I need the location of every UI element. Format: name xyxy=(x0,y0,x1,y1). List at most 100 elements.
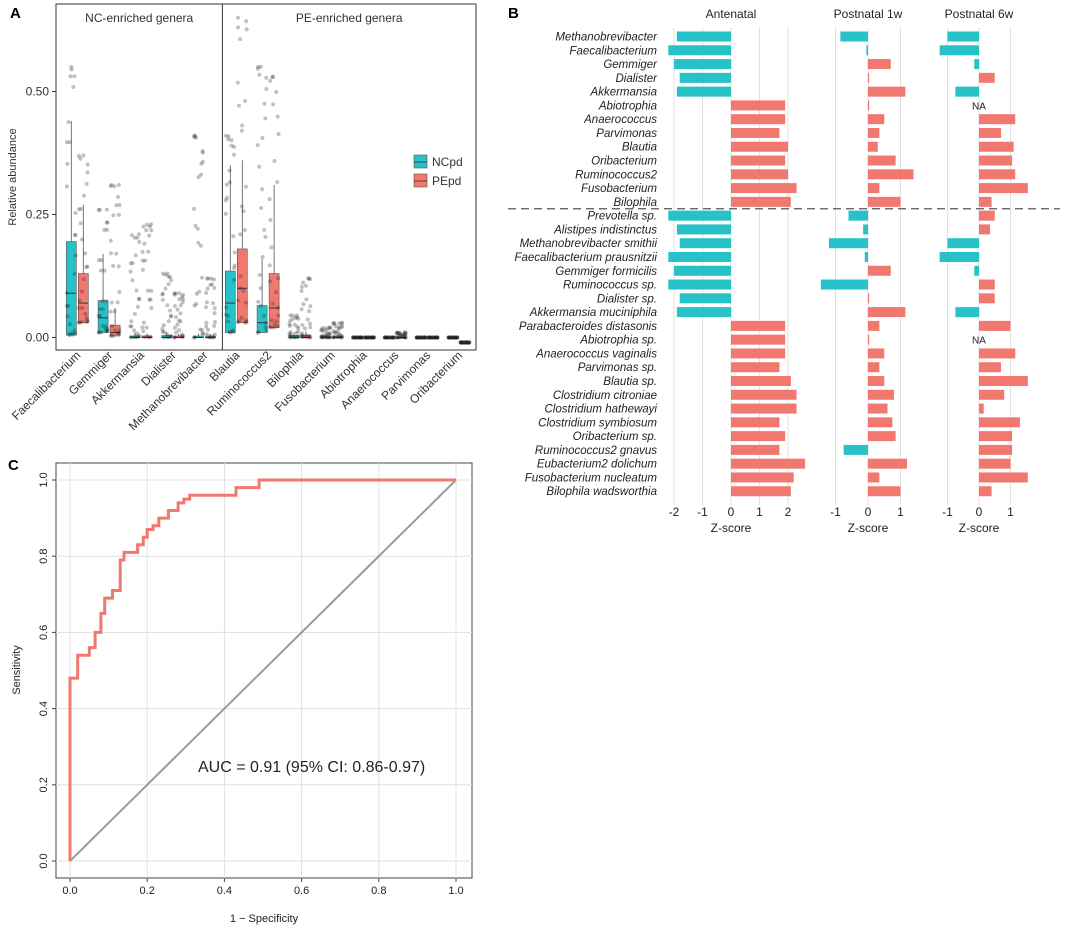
roc-x-tick-label: 0.8 xyxy=(371,885,386,897)
taxon-label: Fusobacterium xyxy=(581,183,657,195)
data-point xyxy=(264,328,269,333)
data-point xyxy=(76,305,81,310)
data-point xyxy=(143,258,148,263)
data-point xyxy=(128,269,133,274)
box-pe-blautia xyxy=(237,248,248,324)
data-point xyxy=(414,335,419,340)
zscore-bar-postnatal-6w xyxy=(979,486,992,497)
data-point xyxy=(274,90,279,95)
data-point xyxy=(450,335,455,340)
data-point xyxy=(132,235,137,240)
data-point xyxy=(227,180,232,185)
data-point xyxy=(98,268,103,273)
data-point xyxy=(421,335,426,340)
data-point xyxy=(204,320,209,325)
zscore-bar-postnatal-1w xyxy=(868,114,885,125)
data-point xyxy=(149,288,154,293)
facet-tick-label: -1 xyxy=(697,505,708,519)
data-point xyxy=(236,318,241,323)
data-point xyxy=(105,220,110,225)
data-point xyxy=(68,322,73,327)
data-point xyxy=(371,335,376,340)
data-point xyxy=(368,335,373,340)
zscore-bar-postnatal-1w xyxy=(866,45,868,56)
zscore-bar-postnatal-1w xyxy=(868,59,891,70)
data-point xyxy=(435,335,440,340)
data-point xyxy=(276,305,281,310)
data-point xyxy=(321,335,326,340)
box-nc-gemmiger xyxy=(97,300,109,333)
data-point xyxy=(327,332,332,337)
taxon-label: Parvimonas sp. xyxy=(578,362,657,374)
facet-tick-label: 0 xyxy=(865,505,872,519)
zscore-bar-postnatal-1w xyxy=(868,155,896,166)
data-point xyxy=(336,325,341,330)
data-point xyxy=(292,322,297,327)
zscore-bar-postnatal-1w xyxy=(868,348,885,359)
taxon-label: Faecalibacterium prausnitzii xyxy=(514,252,657,264)
data-point xyxy=(177,318,182,323)
zscore-bar-postnatal-1w xyxy=(868,376,885,386)
data-point xyxy=(181,292,186,297)
data-point xyxy=(262,227,267,232)
facet-x-axis-label: Z-score xyxy=(711,521,752,535)
data-point xyxy=(116,182,121,187)
zscore-bar-postnatal-6w xyxy=(979,183,1028,194)
data-point xyxy=(99,330,104,335)
data-point xyxy=(180,294,185,299)
zscore-bar-antenatal xyxy=(668,251,731,262)
data-point xyxy=(235,320,240,325)
zscore-bar-antenatal xyxy=(668,45,731,56)
data-point xyxy=(305,317,310,322)
data-point xyxy=(102,227,107,232)
facet-tick-label: -2 xyxy=(669,505,680,519)
data-point xyxy=(223,133,228,138)
roc-x-axis-label: 1 − Specificity xyxy=(230,913,299,925)
data-point xyxy=(178,303,183,308)
data-point xyxy=(255,66,260,71)
data-point xyxy=(163,286,168,291)
data-point xyxy=(359,335,364,340)
data-point xyxy=(105,227,110,232)
data-point xyxy=(200,328,205,333)
data-point xyxy=(133,253,138,258)
data-point xyxy=(192,303,197,308)
data-point xyxy=(426,335,431,340)
data-point xyxy=(369,335,374,340)
data-point xyxy=(181,333,186,338)
data-point xyxy=(414,335,419,340)
data-point xyxy=(160,291,165,296)
data-point xyxy=(433,335,438,340)
taxon-label: Ruminococcus sp. xyxy=(563,280,657,292)
data-point xyxy=(383,335,388,340)
zscore-bar-postnatal-1w xyxy=(868,86,906,97)
data-point xyxy=(109,300,114,305)
data-point xyxy=(206,327,211,332)
data-point xyxy=(132,328,137,333)
data-point xyxy=(389,335,394,340)
data-point xyxy=(351,335,356,340)
data-point xyxy=(135,331,140,336)
zscore-bar-antenatal xyxy=(679,238,731,249)
zscore-bar-antenatal xyxy=(731,348,786,359)
data-point xyxy=(165,303,170,308)
data-point xyxy=(369,335,374,340)
data-point xyxy=(255,143,260,148)
zscore-bar-antenatal xyxy=(731,320,786,331)
data-point xyxy=(85,318,90,323)
data-point xyxy=(352,335,357,340)
data-point xyxy=(358,335,363,340)
data-point xyxy=(365,335,370,340)
data-point xyxy=(239,128,244,133)
data-point xyxy=(402,330,407,335)
zscore-bar-postnatal-6w xyxy=(979,403,984,414)
data-point xyxy=(96,258,101,263)
data-point xyxy=(426,335,431,340)
data-point xyxy=(384,335,389,340)
data-point xyxy=(196,175,201,180)
zscore-bar-postnatal-6w xyxy=(979,155,1013,166)
zscore-bar-antenatal xyxy=(676,307,731,318)
data-point xyxy=(370,335,375,340)
data-point xyxy=(267,324,272,329)
data-point xyxy=(98,313,103,318)
